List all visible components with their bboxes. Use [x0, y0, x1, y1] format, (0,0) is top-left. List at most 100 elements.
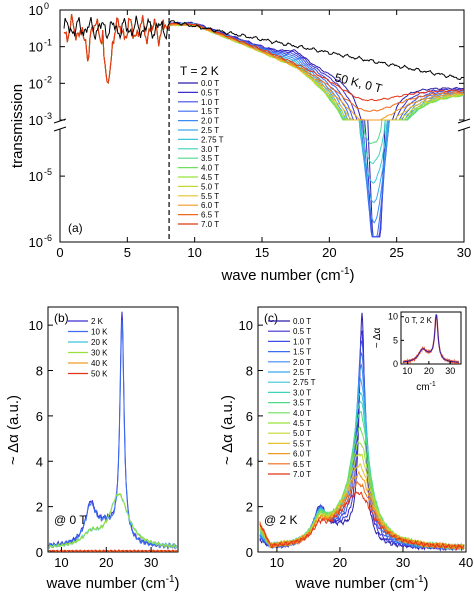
reference-50k-line: [63, 15, 464, 81]
y-tick-label: 8: [246, 364, 253, 379]
y-tick-label: 4: [36, 454, 43, 469]
legend-label: 3.0 T: [293, 388, 311, 397]
legend-label: 5.0 T: [293, 429, 311, 438]
y-tick-exponent: -5: [44, 167, 52, 177]
y-tick-exponent: -1: [44, 38, 52, 48]
panel-a-ref-label: 50 K, 0 T: [333, 70, 384, 95]
y-tick-label: 2: [246, 500, 253, 515]
panel-a-xlabel: wave number (cm-1): [220, 266, 354, 284]
legend-label: 10 K: [91, 328, 108, 337]
legend-label: 0.5 T: [201, 88, 219, 97]
panel-c-plot-area: [259, 312, 465, 552]
panel-b-ylabel: ~ Δα (a.u.): [5, 395, 22, 465]
panel-c-annotation: @ 2 K: [264, 513, 298, 527]
inset-data-line: [402, 313, 460, 364]
legend-label: 50 K: [91, 370, 108, 379]
panel-c-frame: [257, 306, 467, 553]
y-tick-label: 6: [246, 409, 253, 424]
y-tick-label: 2: [36, 500, 43, 515]
x-tick-label: 25: [389, 245, 403, 260]
x-tick-label: 10: [270, 555, 284, 570]
y-tick-label: 10: [29, 40, 43, 55]
legend-label: 6.0 T: [293, 450, 311, 459]
x-tick-label: 20: [333, 555, 347, 570]
panel-a-legend: 0.0 T0.5 T1.0 T1.5 T2.0 T2.5 T2.75 T3.0 …: [178, 79, 224, 229]
legend-label: 2.5 T: [201, 126, 219, 135]
field-series-line: [63, 14, 464, 102]
axis-break-gap-1: [458, 121, 470, 129]
inset-xlabel: cm-1: [416, 381, 436, 393]
legend-label: 1.0 T: [293, 337, 311, 346]
x-tick-label: 30: [457, 245, 471, 260]
panel-b-annotation: @ 0 T: [54, 513, 87, 527]
legend-label: 5.5 T: [201, 192, 219, 201]
inset-x-tick-label: 20: [424, 366, 434, 376]
field-series-line: [259, 463, 465, 550]
legend-label: 6.5 T: [293, 460, 311, 469]
axis-break-mark: [53, 126, 67, 132]
legend-label: 3.0 T: [201, 145, 219, 154]
legend-label: 2.0 T: [293, 358, 311, 367]
y-tick-exponent: 0: [44, 1, 49, 11]
legend-label: 30 K: [91, 349, 108, 358]
field-series-line: [63, 14, 464, 203]
legend-label: 6.0 T: [201, 201, 219, 210]
axis-break-mark: [457, 126, 471, 132]
y-tick-label: 10: [29, 3, 43, 18]
x-tick-label: 15: [255, 245, 269, 260]
legend-label: 0.0 T: [293, 317, 311, 326]
x-tick-label: 5: [124, 245, 131, 260]
x-tick-label: 20: [322, 245, 336, 260]
y-tick-label: 10: [29, 76, 43, 91]
legend-label: 7.0 T: [201, 220, 219, 229]
legend-label: 2.75 T: [293, 378, 316, 387]
panel-a-temp-label: T = 2 K: [180, 64, 219, 78]
legend-label: 20 K: [91, 338, 108, 347]
legend-label: 2.75 T: [201, 135, 224, 144]
inset-y-tick-label: 0: [393, 359, 398, 369]
legend-label: 5.5 T: [293, 439, 311, 448]
panel-a-ylabel: transmission: [9, 84, 26, 168]
x-tick-label: 0: [56, 245, 63, 260]
inset-x-tick-label: 10: [402, 366, 412, 376]
field-series-line: [63, 14, 464, 238]
y-tick-exponent: -2: [44, 74, 52, 84]
inset-x-tick-label: 30: [445, 366, 455, 376]
inset-axes: 10 20 30 0 5 10: [388, 312, 455, 376]
legend-label: 6.5 T: [201, 211, 219, 220]
legend-label: 1.5 T: [293, 348, 311, 357]
y-tick-label: 0: [36, 545, 43, 560]
legend-label: 1.0 T: [201, 98, 219, 107]
legend-label: 3.5 T: [201, 154, 219, 163]
field-series-line: [259, 363, 465, 551]
panel-a-label: (a): [68, 221, 83, 235]
x-tick-label: 20: [99, 555, 113, 570]
y-tick-exponent: -3: [44, 111, 52, 121]
panel-c: 10 20 30 40 0 2 4 6 8 10 ~ Δα (a.u.) wave number …: [219, 306, 473, 592]
panel-b-xlabel: wave number (cm-1): [45, 574, 179, 592]
x-tick-label: 40: [459, 555, 473, 570]
y-tick-label: 10: [29, 169, 43, 184]
y-tick-label: 10: [29, 318, 43, 333]
x-tick-label: 30: [144, 555, 158, 570]
legend-label: 2 K: [91, 317, 104, 326]
y-tick-exponent: -6: [44, 233, 52, 243]
temperature-series-line: [48, 320, 178, 551]
inset-frame: [400, 311, 462, 365]
legend-label: 0.0 T: [201, 79, 219, 88]
x-tick-label: 30: [396, 555, 410, 570]
legend-label: 4.5 T: [201, 173, 219, 182]
x-tick-label: 10: [54, 555, 68, 570]
inset-y-tick-label: 5: [393, 335, 398, 345]
y-tick-label: 0: [246, 545, 253, 560]
y-tick-label: 8: [36, 364, 43, 379]
panel-c-inset: 10 20 30 0 5 10 0 T, 2 K ~ Δα cm-1: [372, 311, 462, 393]
legend-label: 4.5 T: [293, 419, 311, 428]
legend-label: 4.0 T: [293, 409, 311, 418]
field-series-line: [63, 14, 464, 224]
inset-fit-line: [403, 314, 459, 363]
panel-c-xlabel: wave number (cm-1): [294, 574, 428, 592]
